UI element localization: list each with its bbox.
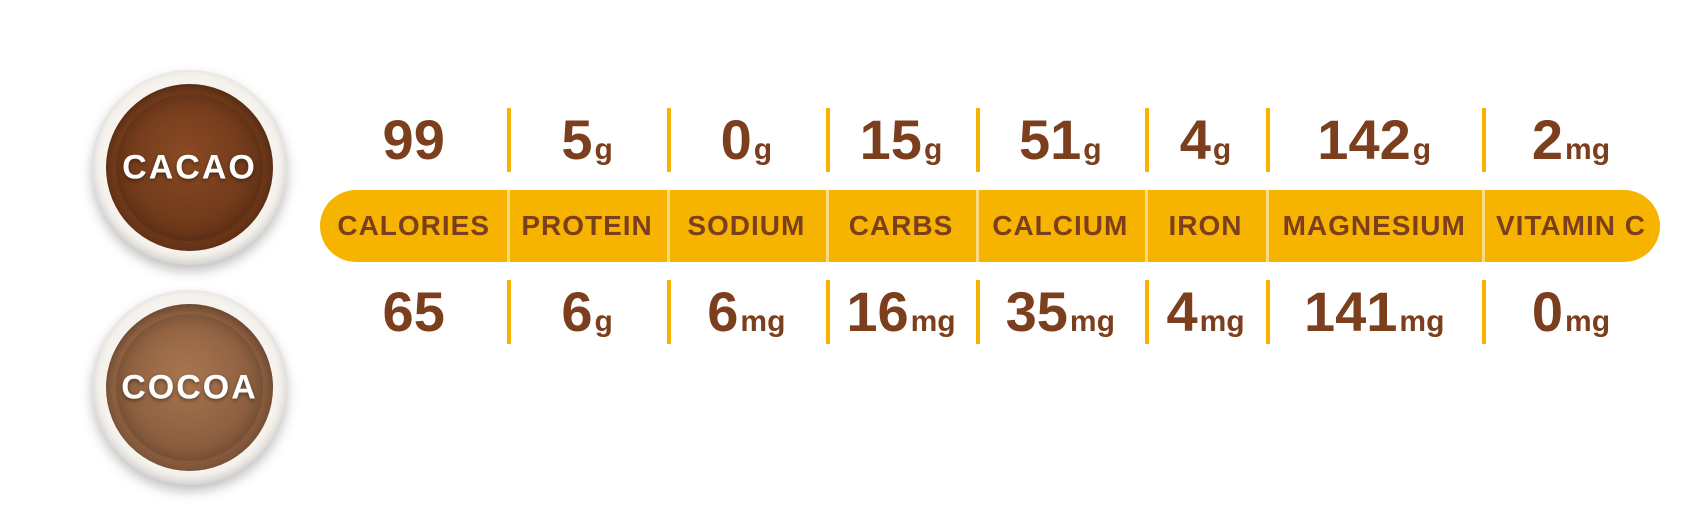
value-number: 65: [383, 262, 445, 362]
bowl-cacao: CACAO: [92, 70, 287, 265]
value-number: 4: [1180, 90, 1211, 190]
value-unit: g: [924, 133, 942, 167]
header-cell-sodium: SODIUM: [667, 190, 826, 262]
value-cell-cocoa-6: 141mg: [1266, 262, 1482, 362]
value-cell-cocoa-4: 35mg: [976, 262, 1145, 362]
value-unit: mg: [1565, 133, 1610, 167]
value-unit: mg: [740, 305, 785, 339]
value-cell-cacao-0: 99: [320, 90, 507, 190]
value-unit: mg: [1200, 305, 1245, 339]
value-unit: mg: [911, 305, 956, 339]
value-number: 99: [383, 90, 445, 190]
header-cell-vitamin-c: VITAMIN C: [1482, 190, 1660, 262]
value-number: 141: [1304, 262, 1397, 362]
value-number: 51: [1019, 90, 1081, 190]
value-number: 35: [1006, 262, 1068, 362]
value-cell-cocoa-1: 6g: [507, 262, 666, 362]
header-cell-carbs: CARBS: [826, 190, 976, 262]
value-cell-cocoa-3: 16mg: [826, 262, 976, 362]
value-cell-cacao-2: 0g: [667, 90, 826, 190]
bowl-cacao-label: CACAO: [122, 148, 257, 187]
value-number: 4: [1166, 262, 1197, 362]
header-cell-protein: PROTEIN: [507, 190, 666, 262]
value-cell-cocoa-5: 4mg: [1145, 262, 1267, 362]
value-cell-cacao-4: 51g: [976, 90, 1145, 190]
value-unit: g: [754, 133, 772, 167]
value-cell-cacao-7: 2mg: [1482, 90, 1660, 190]
value-unit: g: [594, 305, 612, 339]
value-number: 6: [707, 262, 738, 362]
value-number: 2: [1532, 90, 1563, 190]
value-unit: g: [1413, 133, 1431, 167]
bowl-cocoa: COCOA: [92, 290, 287, 485]
value-number: 16: [846, 262, 908, 362]
header-row: CALORIESPROTEINSODIUMCARBSCALCIUMIRONMAG…: [320, 190, 1660, 262]
row-cocoa: 656g6mg16mg35mg4mg141mg0mg: [320, 262, 1660, 362]
value-cell-cocoa-2: 6mg: [667, 262, 826, 362]
header-cell-calories: CALORIES: [320, 190, 507, 262]
value-unit: mg: [1565, 305, 1610, 339]
row-cacao: 995g0g15g51g4g142g2mg: [320, 90, 1660, 190]
value-number: 0: [1532, 262, 1563, 362]
value-number: 6: [561, 262, 592, 362]
header-cell-calcium: CALCIUM: [976, 190, 1145, 262]
value-unit: mg: [1399, 305, 1444, 339]
value-cell-cacao-6: 142g: [1266, 90, 1482, 190]
value-cell-cocoa-7: 0mg: [1482, 262, 1660, 362]
value-cell-cacao-5: 4g: [1145, 90, 1267, 190]
value-number: 5: [561, 90, 592, 190]
header-cell-magnesium: MAGNESIUM: [1266, 190, 1482, 262]
value-cell-cacao-1: 5g: [507, 90, 666, 190]
value-unit: g: [1083, 133, 1101, 167]
value-unit: mg: [1070, 305, 1115, 339]
bowl-column: CACAO COCOA: [92, 70, 287, 510]
value-unit: g: [1213, 133, 1231, 167]
value-unit: g: [594, 133, 612, 167]
value-number: 15: [860, 90, 922, 190]
header-cell-iron: IRON: [1145, 190, 1267, 262]
value-number: 0: [721, 90, 752, 190]
nutrition-table: 995g0g15g51g4g142g2mg CALORIESPROTEINSOD…: [320, 90, 1660, 362]
value-cell-cacao-3: 15g: [826, 90, 976, 190]
value-number: 142: [1317, 90, 1410, 190]
value-cell-cocoa-0: 65: [320, 262, 507, 362]
bowl-cocoa-label: COCOA: [121, 368, 258, 407]
